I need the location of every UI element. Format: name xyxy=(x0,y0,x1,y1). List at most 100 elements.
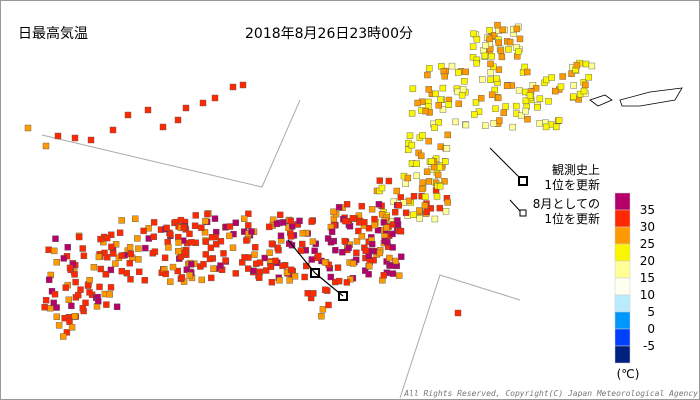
station xyxy=(522,107,529,115)
station xyxy=(269,216,277,223)
station xyxy=(482,122,489,129)
station xyxy=(310,290,317,297)
station xyxy=(118,217,125,224)
station xyxy=(261,254,268,262)
legend-unit: (℃) xyxy=(617,367,640,381)
station xyxy=(308,256,315,263)
station xyxy=(84,282,92,289)
station xyxy=(202,217,209,225)
station xyxy=(167,278,174,285)
station xyxy=(343,279,351,286)
station xyxy=(54,132,62,140)
station xyxy=(103,301,110,308)
station xyxy=(86,289,93,296)
station xyxy=(582,81,589,89)
annotation: 8月としての 1位を更新 xyxy=(533,197,600,226)
station xyxy=(45,246,52,254)
station xyxy=(322,286,329,293)
station xyxy=(107,266,115,274)
station xyxy=(573,61,581,69)
station xyxy=(390,198,397,205)
station xyxy=(479,76,486,83)
station xyxy=(422,107,429,115)
station xyxy=(186,230,193,238)
station xyxy=(24,124,32,132)
station xyxy=(66,264,74,272)
station xyxy=(522,97,530,105)
station xyxy=(53,313,60,320)
station xyxy=(263,267,270,274)
station xyxy=(188,261,195,268)
station xyxy=(368,206,376,213)
station xyxy=(272,257,279,265)
station xyxy=(103,234,111,242)
station xyxy=(268,240,276,247)
station xyxy=(444,131,451,139)
station xyxy=(555,117,563,124)
station xyxy=(266,249,273,257)
station xyxy=(178,274,186,281)
station xyxy=(62,284,69,291)
station xyxy=(180,224,188,231)
station xyxy=(487,76,494,83)
station xyxy=(135,268,143,275)
station xyxy=(396,272,403,279)
station xyxy=(392,257,399,265)
station xyxy=(239,81,247,89)
station xyxy=(332,246,339,254)
station xyxy=(112,260,119,267)
station xyxy=(437,96,444,103)
station xyxy=(375,201,383,208)
station xyxy=(536,95,544,102)
record-leader xyxy=(287,239,316,274)
station xyxy=(380,272,387,279)
station xyxy=(443,145,451,152)
station xyxy=(405,146,412,153)
station xyxy=(330,208,337,216)
station xyxy=(339,248,346,256)
station xyxy=(490,119,497,127)
legend-label: 15 xyxy=(640,271,655,285)
station xyxy=(256,274,263,281)
station xyxy=(506,38,514,46)
station xyxy=(455,69,462,76)
station xyxy=(515,86,523,94)
station xyxy=(493,75,500,83)
station xyxy=(229,83,237,91)
station xyxy=(500,109,507,116)
station xyxy=(97,235,104,243)
station xyxy=(371,215,378,223)
station xyxy=(159,123,167,131)
station xyxy=(358,232,366,240)
station xyxy=(482,42,489,49)
station xyxy=(141,277,149,284)
station xyxy=(548,74,555,81)
station xyxy=(324,235,332,242)
station xyxy=(358,202,365,210)
station xyxy=(410,192,418,200)
station xyxy=(162,270,169,278)
station xyxy=(486,27,493,34)
station xyxy=(232,270,240,277)
station xyxy=(140,227,147,235)
legend-swatch xyxy=(614,277,631,296)
title: 日最高気温 xyxy=(18,25,88,42)
station xyxy=(308,218,315,225)
station xyxy=(61,315,68,322)
station xyxy=(568,70,575,78)
station xyxy=(79,305,87,312)
station xyxy=(177,216,185,224)
station xyxy=(199,99,207,107)
station xyxy=(428,158,435,165)
legend-swatch xyxy=(614,192,631,211)
station xyxy=(116,229,124,236)
station xyxy=(494,21,501,29)
station xyxy=(454,309,462,317)
station xyxy=(87,136,95,144)
station xyxy=(432,90,439,98)
station xyxy=(431,215,439,223)
station xyxy=(376,249,384,257)
station xyxy=(582,60,590,68)
station xyxy=(433,193,441,200)
station xyxy=(50,299,57,307)
